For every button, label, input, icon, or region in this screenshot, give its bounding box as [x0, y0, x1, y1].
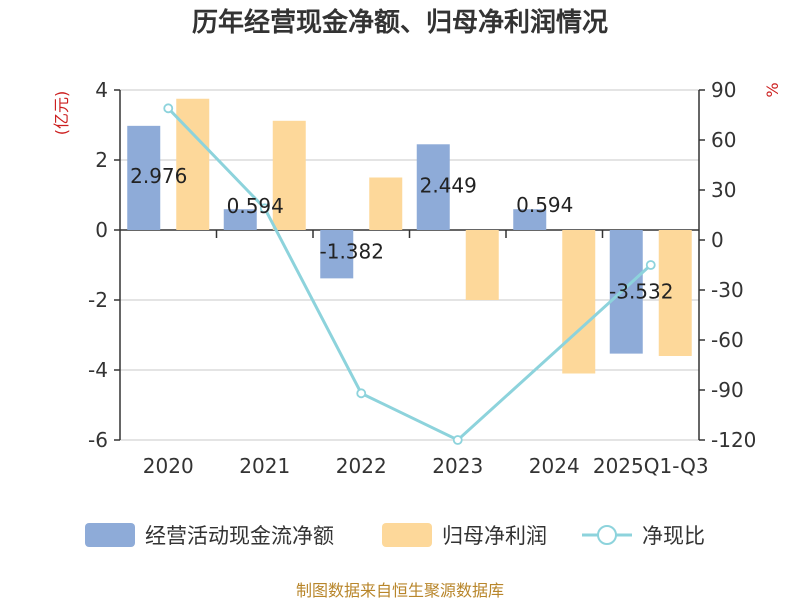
cash-flow-bar — [320, 230, 354, 279]
cash-flow-value-label: 0.594 — [227, 194, 284, 218]
cash-flow-bar — [609, 230, 643, 354]
cash-flow-bar — [127, 125, 161, 230]
legend-swatch-cash-flow — [85, 523, 135, 547]
right-tick-label: -120 — [711, 428, 756, 452]
source-note: 制图数据来自恒生聚源数据库 — [296, 581, 504, 600]
net-profit-bar — [658, 230, 692, 356]
category-label: 2023 — [432, 454, 483, 478]
left-tick-label: -2 — [88, 288, 108, 312]
cash-flow-bar — [223, 209, 257, 230]
left-tick-label: 2 — [95, 148, 108, 172]
ratio-point — [356, 388, 367, 399]
ratio-point — [259, 203, 270, 214]
category-label: 2021 — [239, 454, 290, 478]
data-labels: 2.976 0.594 -1.382 2.449 0.594 -3.532 — [130, 164, 673, 304]
chart-title: 历年经营现金净额、归母净利润情况 — [192, 7, 608, 38]
ratio-point — [645, 260, 656, 270]
left-tick-label: 4 — [95, 78, 108, 102]
right-tick-label: 90 — [711, 78, 736, 102]
left-tick-label: 0 — [95, 218, 108, 242]
right-tick-label: -60 — [711, 328, 744, 352]
cash-flow-value-label: 2.449 — [420, 173, 477, 197]
net-profit-bar — [562, 230, 596, 374]
left-axis-unit: (亿元) — [52, 91, 71, 136]
right-tick-label: -90 — [711, 378, 744, 402]
legend-label-cash-flow: 经营活动现金流净额 — [145, 524, 334, 548]
category-label: 2025Q1-Q3 — [593, 454, 709, 478]
legend: 经营活动现金流净额 归母净利润 净现比 — [85, 523, 705, 548]
right-tick-label: -30 — [711, 278, 744, 302]
legend-label-ratio: 净现比 — [642, 524, 705, 548]
right-tick-label: 60 — [711, 128, 736, 152]
category-label: 2024 — [529, 454, 580, 478]
right-tick-label: 0 — [711, 228, 724, 252]
cash-flow-value-label: -1.382 — [320, 239, 384, 263]
cash-flow-bar — [416, 144, 450, 230]
category-label: 2020 — [143, 454, 194, 478]
cash-flow-bar — [513, 209, 547, 230]
legend-marker-ratio — [597, 525, 617, 545]
cash-flow-value-label: 2.976 — [130, 164, 187, 188]
axes: 4 2 0 -2 -4 -6 90 60 30 0 -30 -60 -90 -120 2020 2021 202… — [88, 78, 756, 478]
left-tick-label: -6 — [88, 428, 108, 452]
legend-label-net-profit: 归母净利润 — [442, 524, 547, 548]
category-label: 2022 — [336, 454, 387, 478]
ratio-point — [163, 103, 174, 114]
left-tick-label: -4 — [88, 358, 108, 382]
legend-swatch-net-profit — [382, 523, 432, 547]
cash-flow-value-label: 0.594 — [516, 193, 573, 217]
ratio-point — [452, 435, 463, 445]
right-tick-label: 30 — [711, 178, 736, 202]
bars — [127, 98, 692, 374]
net-profit-bar — [369, 177, 403, 230]
net-profit-bar — [465, 230, 499, 300]
ratio-line — [163, 103, 656, 445]
net-profit-bar — [272, 120, 306, 230]
cash-flow-value-label: -3.532 — [609, 280, 673, 304]
right-axis-unit: % — [763, 82, 782, 97]
